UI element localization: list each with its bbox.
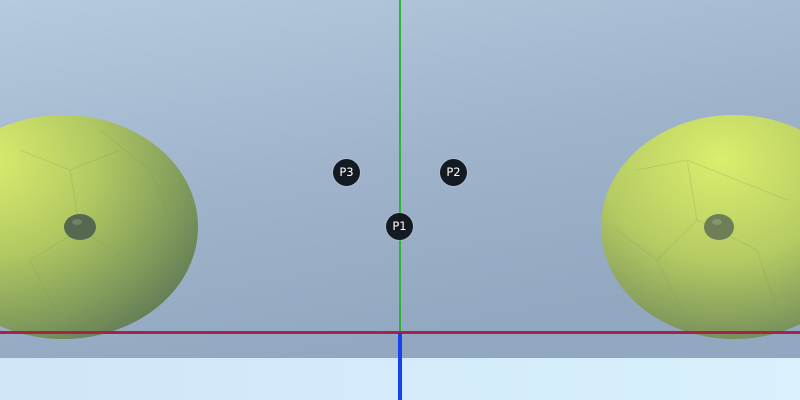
point-marker-p1[interactable]: P1 — [386, 213, 413, 240]
point-marker-p3[interactable]: P3 — [333, 159, 360, 186]
x-axis-line — [0, 331, 800, 334]
z-axis-line — [398, 333, 402, 400]
dark-nub-icon — [64, 214, 96, 240]
textured-sphere-icon-right[interactable] — [597, 110, 800, 345]
y-axis-line — [399, 0, 401, 333]
dark-nub-icon — [704, 214, 734, 240]
textured-sphere-icon[interactable] — [0, 110, 205, 345]
point-marker-p2[interactable]: P2 — [440, 159, 467, 186]
